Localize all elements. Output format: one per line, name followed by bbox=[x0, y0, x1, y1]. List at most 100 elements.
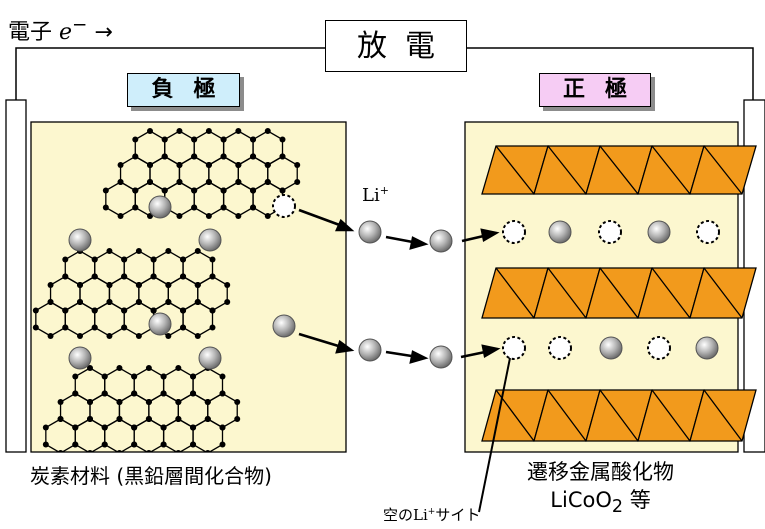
carbon-atom bbox=[175, 365, 182, 371]
carbon-atom bbox=[146, 450, 152, 452]
carbon-atom bbox=[194, 248, 201, 254]
carbon-atom bbox=[135, 299, 142, 305]
oxide-cell-diagonal bbox=[599, 389, 639, 442]
carbon-atom bbox=[190, 424, 197, 431]
lithium-ion bbox=[68, 346, 92, 370]
carbon-atom bbox=[191, 187, 198, 194]
vacant-site bbox=[502, 336, 526, 360]
oxide-cell-diagonal bbox=[599, 145, 639, 195]
carbon-atom bbox=[190, 390, 197, 397]
oxide-cell-diagonal bbox=[703, 145, 743, 195]
vacant-site bbox=[548, 336, 572, 360]
carbon-atom bbox=[42, 441, 49, 448]
carbon-atom bbox=[161, 153, 168, 160]
carbon-atom bbox=[62, 307, 69, 314]
oxide-cell-diagonal bbox=[495, 267, 535, 319]
carbon-atom bbox=[204, 416, 211, 422]
carbon-atom bbox=[131, 390, 138, 397]
negative-current-collector bbox=[5, 99, 27, 453]
carbon-atom bbox=[250, 153, 257, 160]
carbon-atom bbox=[235, 213, 242, 219]
carbon-atom bbox=[264, 179, 271, 185]
carbon-atom bbox=[190, 373, 197, 380]
carbon-atom bbox=[234, 399, 241, 405]
carbon-atom bbox=[72, 441, 79, 448]
carbon-atom bbox=[235, 179, 242, 185]
carbon-atom bbox=[77, 282, 83, 288]
carbon-atom bbox=[191, 204, 198, 211]
carbon-atom bbox=[106, 282, 113, 288]
carbon-atom bbox=[147, 179, 153, 185]
negative-electrode bbox=[30, 121, 347, 453]
carbon-atom bbox=[204, 399, 211, 405]
carbon-atom bbox=[132, 136, 139, 143]
carbon-atom bbox=[121, 273, 128, 280]
carbon-atom bbox=[91, 324, 98, 331]
vacant-site bbox=[696, 220, 720, 244]
carbon-atom bbox=[194, 282, 201, 288]
lithium-ion bbox=[358, 220, 382, 244]
carbon-atom bbox=[205, 213, 212, 219]
carbon-atom bbox=[204, 450, 211, 452]
carbon-atom bbox=[121, 307, 128, 314]
carbon-atom bbox=[116, 450, 123, 452]
carbon-atom bbox=[62, 273, 69, 280]
carbon-atom bbox=[87, 399, 93, 405]
carbon-atom bbox=[117, 213, 124, 219]
carbon-atom bbox=[219, 424, 226, 431]
carbon-atom bbox=[106, 299, 113, 305]
carbon-atom bbox=[117, 179, 124, 185]
oxide-cell-diagonal bbox=[547, 389, 587, 442]
lithium-ion bbox=[68, 228, 92, 252]
carbon-atom bbox=[209, 324, 216, 331]
carbon-atom bbox=[250, 136, 257, 143]
discharge-title: 放電 bbox=[325, 20, 467, 72]
positive-electrode-tag: 正極 bbox=[539, 73, 651, 107]
carbon-atom bbox=[294, 179, 301, 185]
carbon-atom bbox=[160, 424, 167, 431]
oxide-formula: LiCoO2 等 bbox=[550, 488, 651, 518]
carbon-atom bbox=[205, 179, 212, 185]
carbon-atom bbox=[224, 282, 231, 288]
li-ion-label: Li+ bbox=[362, 184, 389, 206]
carbon-atom bbox=[194, 333, 201, 339]
carbon-atom bbox=[145, 416, 152, 422]
carbon-atom bbox=[176, 179, 183, 185]
carbon-atom bbox=[175, 399, 182, 405]
carbon-atom bbox=[32, 324, 39, 331]
carbon-atom bbox=[180, 256, 187, 263]
vacant-site bbox=[598, 220, 622, 244]
oxide-cell-diagonal bbox=[651, 145, 691, 195]
carbon-atom bbox=[47, 299, 54, 305]
carbon-atom bbox=[180, 273, 187, 280]
carbon-atom bbox=[250, 204, 257, 211]
carbon-atom bbox=[219, 390, 226, 397]
negative-electrode-tag: 負極 bbox=[127, 73, 240, 107]
lithium-ion bbox=[198, 228, 222, 252]
carbon-atom bbox=[176, 213, 183, 219]
carbon-atom bbox=[32, 307, 39, 314]
carbon-atom bbox=[279, 187, 286, 194]
carbon-atom bbox=[106, 333, 113, 339]
cobalt-oxide-layers bbox=[481, 145, 757, 442]
carbon-atom bbox=[235, 162, 242, 168]
carbon-atom bbox=[57, 416, 64, 422]
carbon-atom bbox=[77, 299, 83, 305]
carbon-atom bbox=[205, 128, 212, 134]
carbon-atom bbox=[180, 307, 187, 314]
vacant-site bbox=[647, 336, 671, 360]
oxide-cell-diagonal bbox=[651, 267, 691, 319]
carbon-atom bbox=[194, 299, 201, 305]
oxide-cell-diagonal bbox=[547, 145, 587, 195]
carbon-atom bbox=[234, 416, 241, 422]
carbon-atom bbox=[101, 373, 108, 380]
external-circuit-wire bbox=[15, 47, 754, 100]
carbon-atom bbox=[264, 162, 271, 168]
carbon-atom bbox=[219, 373, 226, 380]
carbon-atom bbox=[116, 365, 123, 371]
lithium-ion bbox=[148, 195, 172, 219]
lithium-ion bbox=[272, 314, 296, 338]
carbon-atom bbox=[91, 307, 98, 314]
lithium-ion bbox=[548, 220, 572, 244]
lithium-ion bbox=[358, 338, 382, 362]
